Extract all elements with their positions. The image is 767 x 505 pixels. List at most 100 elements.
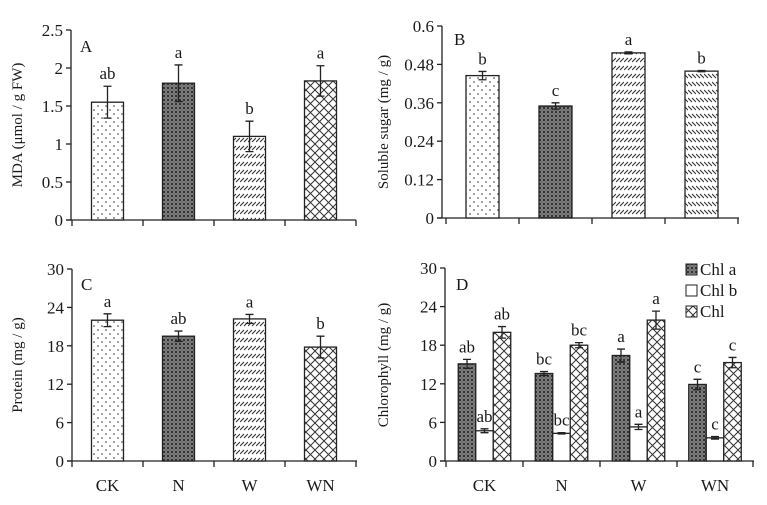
error-bar: [245, 120, 254, 153]
error-bar: [463, 358, 471, 370]
bar-mda-ck: [90, 101, 125, 221]
bar-chl-b-w: [629, 426, 648, 462]
bar-protein-n: [161, 335, 196, 462]
panel-b-xaxis: [437, 217, 739, 224]
panel-a-letter: A: [80, 37, 93, 56]
bar-chl-a-n: [534, 372, 554, 462]
error-bar: [634, 423, 643, 431]
legend-swatch: [685, 263, 698, 276]
y-tick-label: 0: [56, 452, 65, 471]
y-tick-label: 1.5: [42, 97, 63, 116]
y-tick-label: 1: [55, 135, 64, 154]
error-bar: [174, 330, 183, 342]
legend-label: Chl a: [700, 260, 737, 279]
panel-b: Soluble sugar (mg / g) B 0 0.12 0.24 0.36 0.…: [376, 17, 739, 228]
bar-soluble-sugar-ck: [465, 74, 500, 219]
y-tick-label: 12: [47, 375, 64, 394]
x-tick-label: W: [241, 476, 258, 495]
panel-a-ylabel: MDA (μmol / g FW): [10, 63, 26, 188]
y-tick-label: 18: [420, 336, 437, 355]
panel-d-ylabel: Chlorophyll (mg / g): [376, 303, 392, 428]
error-bar: [728, 356, 737, 369]
significance-label: a: [652, 289, 660, 308]
error-bar: [103, 85, 112, 119]
significance-label: ab: [99, 64, 115, 83]
significance-label: b: [478, 49, 487, 68]
bar-chl-b-n: [552, 432, 571, 462]
bar-chl-b-wn: [705, 437, 725, 462]
bar-mda-n: [161, 82, 196, 221]
x-tick-label: N: [172, 476, 184, 495]
error-bar: [498, 325, 506, 339]
bar-chl-w: [646, 319, 666, 462]
legend-swatch: [685, 284, 698, 297]
significance-label: ab: [476, 407, 492, 426]
y-tick-label: 0.5: [42, 173, 63, 192]
bar-chl-a-wn: [688, 383, 707, 462]
significance-label: a: [635, 402, 643, 421]
y-tick-label: 24: [47, 298, 65, 317]
y-tick-label: 0.36: [404, 94, 434, 113]
bar-chl-b-ck: [475, 430, 494, 462]
y-tick-label: 0.6: [413, 17, 434, 36]
panel-a-yticks: 0 0.5 1 1.5 2 2.5: [42, 21, 72, 230]
y-tick-label: 6: [429, 413, 438, 432]
significance-label: bc: [571, 321, 588, 340]
bar-chl-ck: [492, 331, 512, 462]
x-tick-label: CK: [473, 476, 497, 495]
bar-chl-n: [569, 344, 589, 462]
y-tick-label: 0.24: [404, 132, 434, 151]
error-bar: [711, 435, 719, 440]
y-tick-label: 0.48: [404, 55, 434, 74]
error-bar: [652, 310, 660, 330]
panel-c-ylabel: Protein (mg / g): [10, 317, 26, 412]
bar-protein-ck: [90, 319, 125, 462]
significance-label: c: [694, 357, 702, 376]
y-tick-label: 0: [426, 209, 435, 228]
y-tick-label: 0.12: [404, 171, 434, 190]
legend-swatch: [685, 305, 698, 318]
panel-d-bars: ab bc a c ab bc a c ab bc a c: [457, 289, 742, 462]
panel-a-xaxis: [66, 219, 357, 226]
x-tick-label: W: [630, 476, 647, 495]
error-bar: [478, 70, 487, 81]
bar-chl-a-w: [611, 354, 631, 462]
significance-label: a: [617, 327, 625, 346]
bar-soluble-sugar-wn: [684, 70, 719, 219]
error-bar: [575, 341, 583, 349]
significance-label: ab: [494, 305, 510, 324]
legend-label: Chl: [700, 302, 725, 321]
significance-label: c: [729, 335, 737, 354]
bar-chl-a-ck: [457, 363, 477, 462]
bar-mda-wn: [303, 80, 338, 221]
error-bar: [480, 428, 489, 434]
bar-soluble-sugar-n: [538, 105, 573, 219]
y-tick-label: 0: [429, 452, 438, 471]
panel-b-letter: B: [454, 30, 465, 49]
error-bar: [551, 102, 560, 110]
y-tick-label: 30: [420, 259, 437, 278]
error-bar: [174, 64, 183, 103]
significance-label: c: [552, 81, 560, 100]
panel-d-xaxis: CK N W WN: [440, 460, 754, 495]
x-tick-label: WN: [306, 476, 334, 495]
error-bar: [557, 432, 566, 435]
significance-label: a: [317, 44, 325, 63]
error-bar: [617, 348, 625, 363]
y-tick-label: 2.5: [42, 21, 63, 40]
significance-label: b: [316, 314, 325, 333]
y-tick-label: 24: [420, 298, 438, 317]
y-tick-label: 30: [47, 260, 64, 279]
panel-b-bars: b c a b: [465, 30, 719, 219]
y-tick-label: 6: [56, 414, 65, 433]
panel-d-legend: Chl a Chl b Chl: [685, 260, 737, 321]
significance-label: bc: [536, 350, 553, 369]
error-bar: [624, 51, 633, 55]
significance-label: b: [245, 99, 254, 118]
panel-d: Chlorophyll (mg / g) D 0 6 12 18 24 30 CK N W WN…: [376, 259, 754, 495]
error-bar: [540, 370, 548, 377]
